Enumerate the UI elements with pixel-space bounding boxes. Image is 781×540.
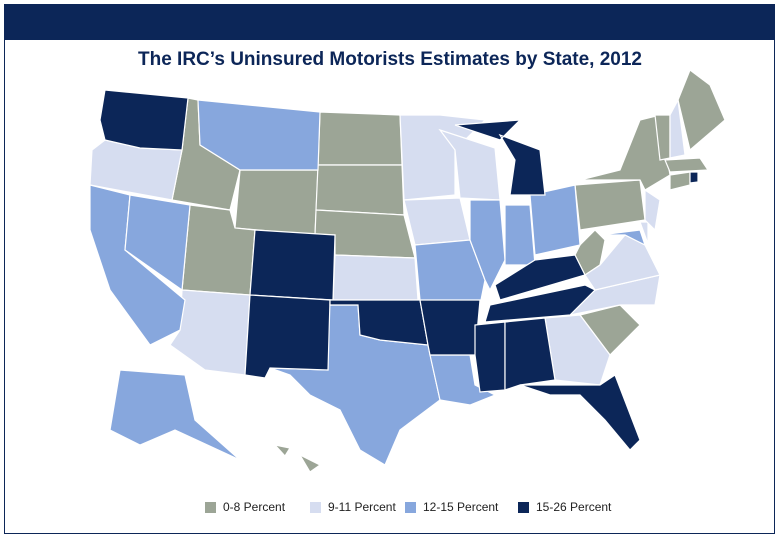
- state: [438, 128, 501, 201]
- state: [644, 188, 661, 232]
- state: [484, 284, 597, 323]
- state: [315, 164, 405, 216]
- state: [244, 294, 331, 379]
- state: [669, 98, 686, 159]
- state: [469, 199, 506, 292]
- state: [99, 89, 189, 151]
- state: [317, 111, 403, 166]
- state: [474, 321, 506, 393]
- legend-label: 0-8 Percent: [223, 500, 286, 514]
- state: [454, 119, 546, 196]
- state: [249, 229, 336, 301]
- state: [669, 171, 691, 191]
- state: [677, 69, 726, 152]
- legend-label: 9-11 Percent: [328, 500, 396, 514]
- state: [414, 239, 486, 306]
- top-bar: [4, 4, 775, 40]
- map-title: The IRC’s Uninsured Motorists Estimates …: [138, 49, 642, 70]
- state: [599, 229, 647, 247]
- legend-swatch: [405, 502, 416, 513]
- state: [124, 194, 191, 292]
- state: [504, 204, 536, 266]
- state: [273, 444, 322, 473]
- state: [504, 317, 556, 391]
- legend-swatch: [205, 502, 216, 513]
- state: [332, 254, 419, 301]
- state: [234, 169, 319, 236]
- state: [529, 184, 581, 256]
- legend-label: 12-15 Percent: [423, 500, 499, 514]
- state: [494, 254, 586, 301]
- state: [519, 374, 641, 451]
- legend-swatch: [518, 502, 529, 513]
- state: [664, 157, 710, 173]
- state: [197, 99, 321, 171]
- state: [109, 369, 241, 461]
- state: [419, 299, 481, 356]
- state: [574, 179, 646, 231]
- legend-label: 15-26 Percent: [536, 500, 612, 514]
- state: [639, 221, 649, 245]
- state: [689, 171, 699, 184]
- legend-swatch: [310, 502, 321, 513]
- state: [403, 197, 471, 246]
